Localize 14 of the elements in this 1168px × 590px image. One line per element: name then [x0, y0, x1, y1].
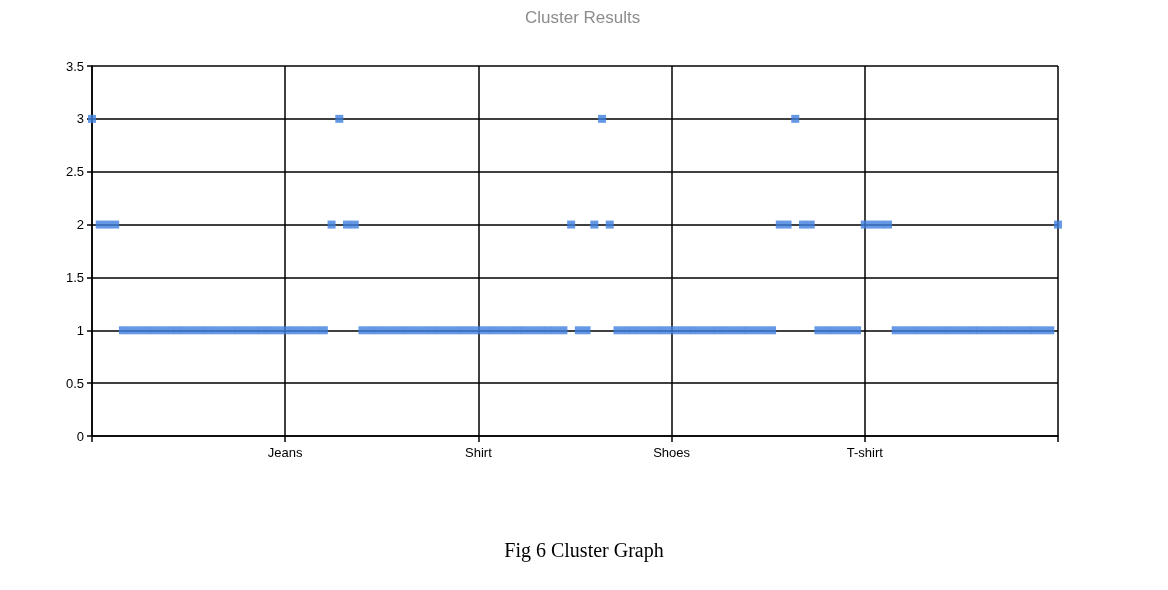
y-tick-label: 0.5	[65, 375, 84, 391]
caption: Fig 6 Cluster Graph	[504, 539, 664, 562]
y-tick-label: 3.5	[65, 58, 84, 74]
y-tick-label: 3	[76, 111, 84, 127]
x-tick-label: Shirt	[465, 445, 493, 460]
x-tick-label: T-shirt	[846, 445, 884, 460]
y-tick-label: 0	[76, 428, 84, 444]
y-tick-label: 2	[76, 217, 84, 233]
x-tick-label: Shoes	[653, 445, 691, 460]
x-tick-label: Jeans	[267, 445, 304, 460]
y-tick-label: 1	[76, 322, 84, 338]
y-tick-label: 2.5	[65, 164, 84, 180]
y-tick-label: 1.5	[65, 269, 84, 285]
chart-title: Cluster Results	[525, 8, 641, 27]
